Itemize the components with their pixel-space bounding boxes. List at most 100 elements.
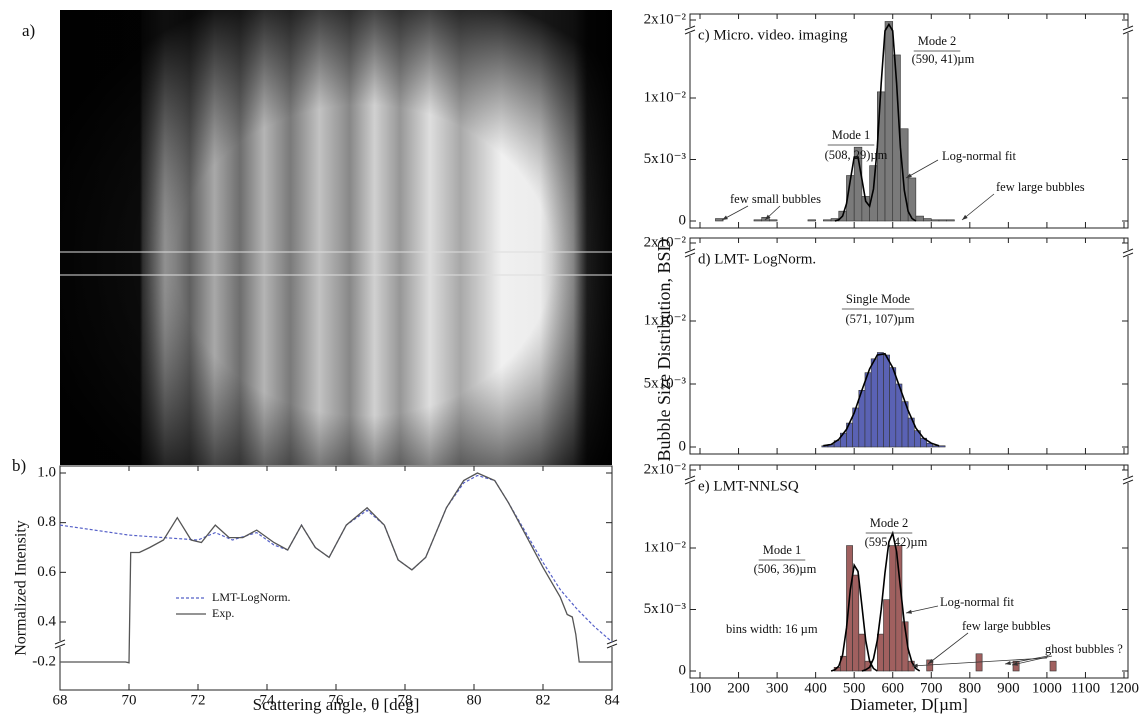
x-tick-label: 400 bbox=[804, 680, 827, 696]
histogram-bar bbox=[853, 146, 863, 222]
y-axis-label: Bubble Size Distribution, BSD bbox=[654, 238, 674, 461]
annotation-arrow bbox=[961, 193, 995, 221]
y-tick-label: 2x10⁻² bbox=[644, 234, 687, 250]
histogram-bar bbox=[753, 219, 762, 222]
histogram-bar bbox=[889, 367, 897, 448]
annotation: (595, 42)µm bbox=[865, 535, 928, 549]
axis-break-mark bbox=[606, 643, 618, 649]
histogram-bar bbox=[923, 218, 932, 222]
histogram-bar bbox=[946, 219, 955, 222]
y-tick-label: 1x10⁻² bbox=[644, 539, 687, 555]
axis-break-gap bbox=[686, 27, 694, 33]
arrow-head bbox=[1012, 661, 1018, 666]
annotation: Mode 2 bbox=[870, 516, 909, 530]
y-tick-label: 0.8 bbox=[37, 514, 56, 530]
y-tick-label: 2x10⁻² bbox=[644, 461, 687, 477]
x-axis-label: Scattering angle, θ [deg] bbox=[253, 695, 420, 714]
axis-break-gap bbox=[1124, 250, 1132, 256]
annotation-arrow bbox=[927, 632, 969, 665]
arrow-head bbox=[928, 658, 934, 664]
x-tick-label: 200 bbox=[727, 680, 750, 696]
axis-break-mark bbox=[1122, 29, 1134, 35]
axis-break-mark bbox=[684, 29, 696, 35]
histogram-bar bbox=[858, 633, 866, 672]
legend-label: LMT-LogNorm. bbox=[212, 590, 291, 604]
histogram-bar bbox=[938, 445, 946, 448]
x-tick-label: 300 bbox=[766, 680, 789, 696]
x-tick-label: 500 bbox=[843, 680, 866, 696]
x-tick-label: 78 bbox=[398, 692, 413, 708]
y-tick-label: 1x10⁻² bbox=[644, 312, 687, 328]
axis-break-mark bbox=[1122, 252, 1134, 258]
annotation: Single Mode bbox=[846, 292, 911, 306]
panel-label: a) bbox=[22, 21, 35, 40]
x-tick-label: 600 bbox=[881, 680, 904, 696]
y-tick-label: -0.2 bbox=[32, 653, 56, 669]
x-tick-label: 1100 bbox=[1071, 680, 1100, 696]
panel-label: c) Micro. video. imaging bbox=[698, 27, 848, 43]
annotation: Mode 1 bbox=[832, 128, 871, 142]
y-tick-label: 5x10⁻³ bbox=[644, 151, 687, 167]
histogram-bar bbox=[938, 219, 947, 222]
axis-break-mark bbox=[54, 639, 66, 645]
axis-break-mark bbox=[1122, 248, 1134, 254]
histogram-bar bbox=[846, 545, 853, 672]
axis-break-gap bbox=[1124, 27, 1132, 33]
histogram-bar bbox=[869, 165, 878, 222]
arrow-head bbox=[912, 663, 918, 668]
annotation-arrow bbox=[1011, 655, 1053, 666]
axis-break-mark bbox=[1122, 475, 1134, 481]
annotation: Log-normal fit bbox=[942, 149, 1016, 163]
plot-frame bbox=[59, 465, 613, 691]
legend-label: Exp. bbox=[212, 606, 234, 620]
x-tick-label: 1200 bbox=[1109, 680, 1139, 696]
histogram-bar bbox=[877, 633, 884, 672]
fit-curve bbox=[830, 562, 878, 672]
axis-break-mark bbox=[684, 252, 696, 258]
axis-break-mark bbox=[684, 248, 696, 254]
histogram-bar bbox=[864, 372, 872, 448]
x-tick-label: 68 bbox=[53, 692, 68, 708]
y-tick-label: 5x10⁻³ bbox=[644, 601, 687, 617]
x-tick-label: 76 bbox=[329, 692, 345, 708]
x-tick-label: 1000 bbox=[1032, 680, 1062, 696]
arrow-head bbox=[906, 173, 912, 178]
y-tick-label: 0.4 bbox=[37, 613, 56, 629]
annotation-arrow bbox=[1004, 655, 1049, 665]
annotation: few small bubbles bbox=[730, 192, 821, 206]
axis-break-mark bbox=[1122, 479, 1134, 485]
histogram-bar bbox=[823, 219, 832, 222]
y-tick-label: 2x10⁻² bbox=[644, 11, 687, 27]
fit-curve bbox=[834, 22, 917, 222]
plot-frame bbox=[689, 237, 1129, 455]
histogram-bar bbox=[877, 352, 884, 448]
y-tick-label: 0 bbox=[679, 212, 687, 228]
annotation: ghost bubbles ? bbox=[1045, 642, 1123, 656]
histogram-bar bbox=[1012, 660, 1020, 672]
histogram-bar bbox=[915, 215, 924, 222]
y-tick-label: 5x10⁻³ bbox=[644, 375, 687, 391]
annotation: Log-normal fit bbox=[940, 595, 1014, 609]
axis-break-mark bbox=[606, 639, 618, 645]
y-tick-label: 1x10⁻² bbox=[644, 89, 687, 105]
histogram-bar bbox=[907, 177, 917, 222]
histogram-bar bbox=[883, 599, 890, 672]
y-axis-label: Normalized Intensity bbox=[13, 520, 30, 656]
histogram-bar bbox=[884, 21, 894, 222]
histogram-bar bbox=[895, 383, 903, 448]
histogram-bar bbox=[883, 354, 890, 448]
plot-frame bbox=[689, 464, 1129, 679]
x-tick-label: 80 bbox=[467, 692, 482, 708]
annotation-arrow bbox=[905, 159, 939, 179]
x-tick-label: 74 bbox=[260, 692, 276, 708]
histogram-bar bbox=[930, 219, 940, 222]
y-tick-label: 0 bbox=[679, 438, 687, 454]
annotation: (508, 29)µm bbox=[825, 148, 888, 162]
annotation: few large bubbles bbox=[996, 180, 1085, 194]
panel-label: d) LMT- LogNorm. bbox=[698, 251, 816, 267]
annotation: Mode 1 bbox=[763, 543, 802, 557]
annotation: (590, 41)µm bbox=[912, 52, 975, 66]
histogram-bar bbox=[870, 358, 878, 448]
x-tick-label: 70 bbox=[122, 692, 137, 708]
